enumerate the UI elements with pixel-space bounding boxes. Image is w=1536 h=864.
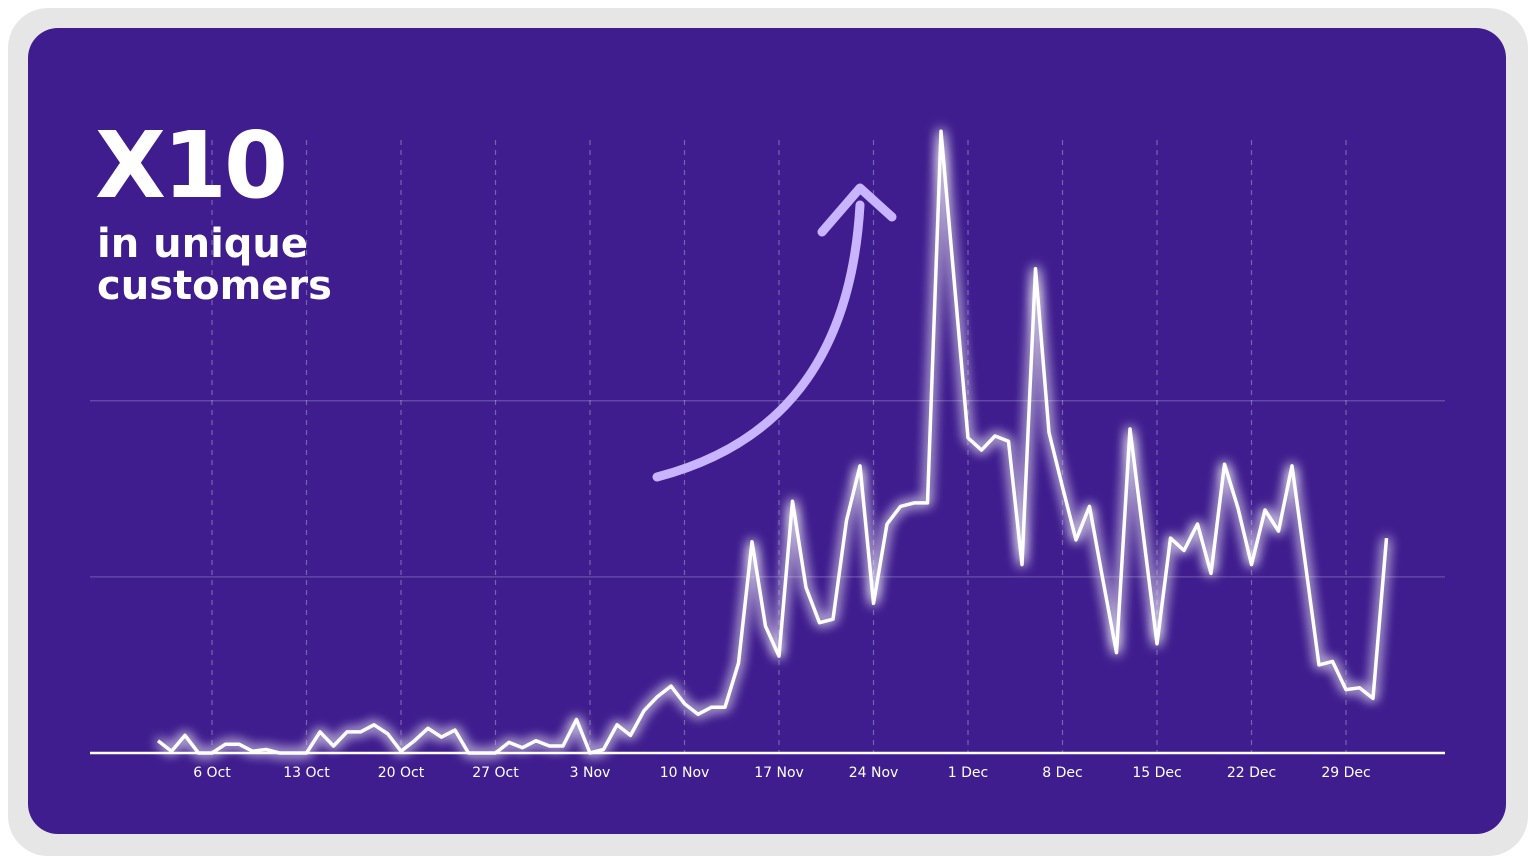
headline: X10 [95,112,285,219]
x-tick-label: 8 Dec [1042,765,1082,781]
x-tick-label: 15 Dec [1132,765,1181,781]
x-tick-label: 29 Dec [1321,765,1370,781]
subtitle-line: customers [97,263,332,309]
growth-arrowhead [817,183,897,237]
x-tick-label: 6 Oct [193,765,231,781]
x-tick-label: 13 Oct [283,765,330,781]
plot-area [156,129,1389,755]
x-tick-label: 20 Oct [378,765,425,781]
x-tick-label: 27 Oct [472,765,519,781]
x-tick-label: 3 Nov [570,765,611,781]
x-tick-label: 22 Dec [1227,765,1276,781]
data-line [156,129,1389,755]
card [28,28,1506,834]
x-tick-label: 17 Nov [754,765,804,781]
x-tick-label: 10 Nov [660,765,710,781]
growth-arrow [652,200,865,482]
x-tick-label: 24 Nov [849,765,899,781]
x-tick-label: 1 Dec [948,765,988,781]
grid: 6 Oct 13 Oct 20 Oct 27 Oct 3 Nov 10 Nov 17 Nov… [90,140,1445,781]
subtitle-line: in unique [97,221,308,267]
